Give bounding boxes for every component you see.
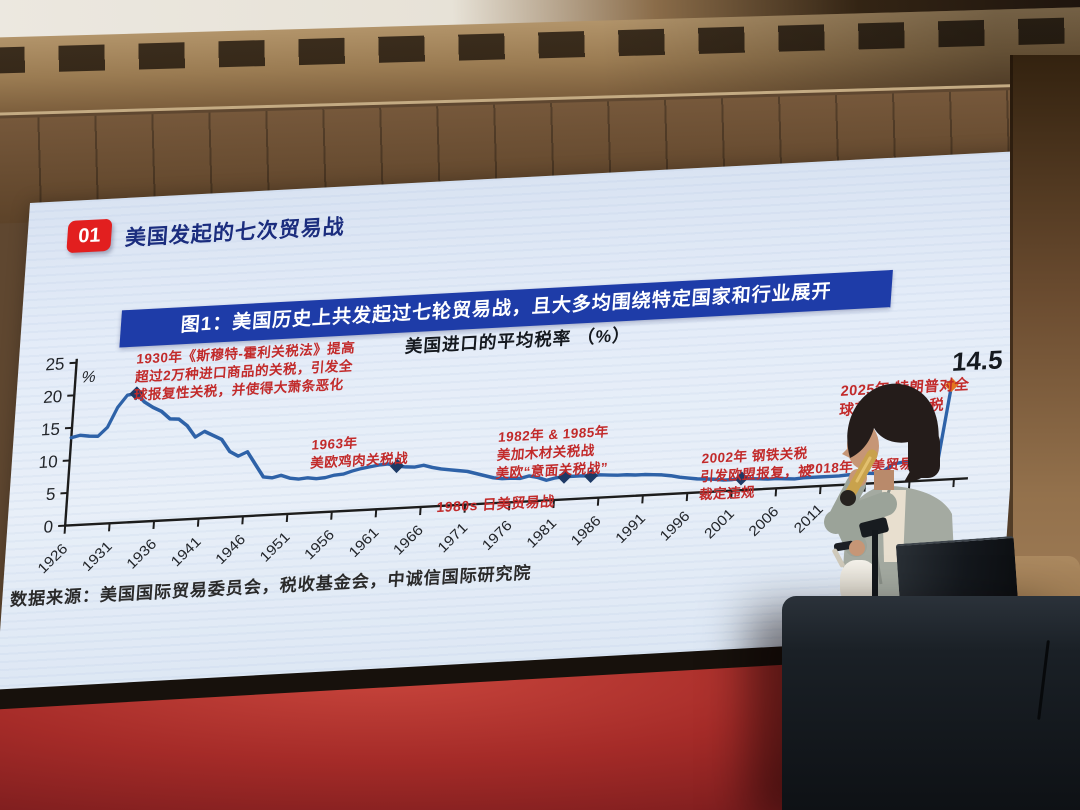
event-marker-diamond bbox=[584, 468, 599, 484]
event-marker-diamond bbox=[944, 378, 959, 393]
slide-title: 美国发起的七次贸易战 bbox=[124, 215, 346, 251]
x-tick-label: 1946 bbox=[212, 531, 248, 567]
section-number-badge: 01 bbox=[66, 218, 113, 254]
x-tick-label: 1971 bbox=[435, 520, 471, 556]
x-tick-label: 1996 bbox=[657, 508, 693, 544]
x-tick-label: 1931 bbox=[79, 538, 115, 574]
x-tick-label: 1986 bbox=[568, 513, 604, 549]
podium bbox=[782, 596, 1080, 810]
tariff-rate-line bbox=[69, 383, 954, 482]
y-tick-label: 20 bbox=[43, 387, 63, 407]
x-tick-label: 1966 bbox=[390, 522, 426, 558]
y-tick-label: 15 bbox=[40, 420, 60, 440]
x-tick-label: 1961 bbox=[346, 524, 382, 560]
projection-screen-slide: 01 美国发起的七次贸易战 图1：美国历史上共发起过七轮贸易战，且大多均围绕特定… bbox=[0, 150, 1034, 701]
presenter-neck bbox=[874, 470, 894, 490]
annotation-1982-1985-lumber-pasta: 1982年 & 1985年 美加木材关税战 美欧“意面关税战” bbox=[495, 423, 610, 481]
mic-stand bbox=[872, 530, 878, 606]
x-tick-label: 1951 bbox=[257, 529, 293, 565]
y-axis-unit: % bbox=[81, 368, 96, 387]
y-tick-label: 10 bbox=[38, 452, 58, 472]
x-tick-label: 2001 bbox=[701, 506, 737, 542]
x-tick-label: 1956 bbox=[301, 527, 337, 563]
x-tick-label: 1926 bbox=[35, 541, 71, 577]
microphone-tip bbox=[840, 490, 856, 506]
x-tick-label: 1981 bbox=[524, 515, 560, 551]
y-tick-label: 0 bbox=[43, 517, 54, 537]
annotation-1963-chicken-war: 1963年 美欧鸡肉关税战 bbox=[309, 435, 409, 471]
x-tick-label: 1936 bbox=[124, 536, 160, 572]
event-marker-diamond bbox=[734, 471, 749, 486]
microphone-highlight bbox=[855, 456, 872, 483]
y-tick-label: 25 bbox=[45, 354, 65, 374]
x-tick-label: 1976 bbox=[479, 517, 515, 553]
presenter-hair-back bbox=[908, 430, 940, 478]
event-marker-diamond bbox=[557, 469, 572, 484]
x-tick-label: 1991 bbox=[612, 510, 648, 546]
y-tick-label: 5 bbox=[45, 485, 56, 505]
presenter-nose bbox=[842, 448, 850, 458]
event-marker-diamond bbox=[129, 386, 144, 401]
event-marker-diamond bbox=[389, 458, 404, 474]
x-tick-label: 1941 bbox=[168, 534, 204, 570]
presenter-left-hand bbox=[849, 540, 865, 556]
